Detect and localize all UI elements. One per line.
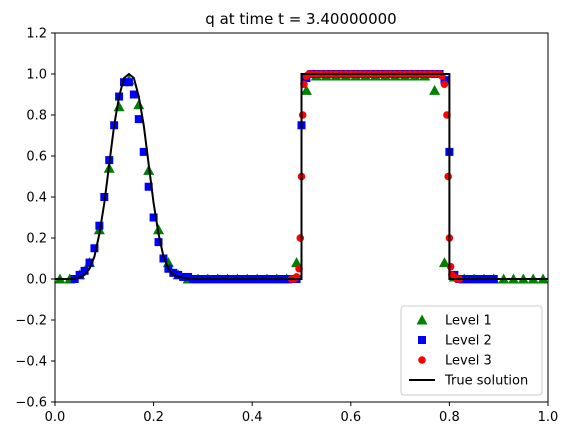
- level-2-point: [80, 266, 89, 275]
- level-2-point: [154, 238, 163, 247]
- level-2-point: [440, 76, 449, 85]
- true-solution-line: [55, 72, 548, 280]
- level-1-point: [300, 84, 312, 95]
- level-2-point: [124, 78, 133, 87]
- y-tick-label: −0.4: [15, 355, 47, 370]
- y-tick-label: 0.2: [26, 232, 47, 247]
- plot-area: [55, 70, 548, 284]
- legend-level-3-swatch: [418, 356, 426, 364]
- level-2-point: [129, 90, 138, 99]
- y-tick-label: 0.6: [26, 150, 47, 165]
- x-tick-label: 0.6: [340, 410, 361, 425]
- level-3-point: [296, 234, 305, 242]
- x-tick-label: 0.0: [45, 410, 66, 425]
- level-2-point: [169, 268, 178, 277]
- level-2-point: [85, 258, 94, 267]
- level-2-point: [174, 270, 183, 279]
- x-tick-label: 1.0: [538, 410, 559, 425]
- axes-frame: [54, 32, 549, 403]
- legend: Level 1 Level 2 Level 3 True solution: [400, 305, 543, 396]
- level-1-point: [162, 257, 174, 268]
- legend-level-2-swatch: [418, 336, 426, 344]
- x-tick-label: 0.8: [439, 410, 460, 425]
- y-tick-label: 0.0: [26, 273, 47, 288]
- legend-label: Level 3: [445, 354, 492, 369]
- level-2-point: [134, 115, 143, 124]
- level-2-point: [144, 182, 153, 191]
- y-tick-label: 1.2: [26, 27, 47, 42]
- y-tick-label: −0.2: [15, 314, 47, 329]
- level-3-point: [444, 172, 452, 181]
- level-2-point: [149, 213, 158, 222]
- chart-title: q at time t = 3.40000000: [205, 10, 396, 28]
- level-2-point: [184, 272, 193, 281]
- level-2-point: [90, 244, 99, 253]
- level-1-point: [429, 84, 441, 95]
- y-tick-label: 0.4: [26, 191, 47, 206]
- axes: 0.0 0.2 0.4 0.6 0.8 1.0 −0.6 −0.4 −0.2 0.0 0.2 0.4 0…: [15, 27, 558, 426]
- x-tick-label: 0.2: [143, 410, 164, 425]
- plot-series-group: [55, 70, 548, 284]
- level-2-point: [95, 221, 104, 230]
- level-3-point: [446, 262, 455, 271]
- level-2-point: [75, 270, 84, 279]
- legend-label: Level 1: [445, 314, 492, 329]
- y-tick-label: −0.6: [15, 396, 47, 411]
- level-3-point: [298, 111, 307, 119]
- y-tick-label: 0.8: [26, 109, 47, 124]
- level-1-point: [438, 257, 450, 268]
- level-2-point: [120, 78, 129, 87]
- legend-label: True solution: [444, 374, 528, 389]
- y-tick-label: 1.0: [26, 68, 47, 83]
- level-3-point: [440, 80, 449, 89]
- level-2-point: [139, 147, 148, 156]
- x-tick-label: 0.4: [242, 410, 263, 425]
- legend-level-1-swatch: [416, 314, 428, 325]
- legend-label: Level 2: [445, 334, 492, 349]
- legend-box: [400, 305, 543, 396]
- level-1-point: [291, 257, 303, 268]
